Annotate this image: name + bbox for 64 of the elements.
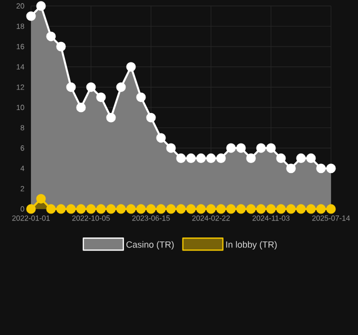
point: [96, 92, 106, 102]
point: [176, 204, 186, 214]
point: [316, 164, 326, 174]
point: [286, 164, 296, 174]
point: [126, 62, 136, 72]
point: [216, 153, 226, 164]
legend-label: In lobby (TR): [226, 241, 277, 250]
point: [286, 204, 296, 214]
point: [206, 204, 216, 214]
point: [136, 204, 146, 214]
point: [36, 194, 46, 204]
point: [86, 204, 96, 214]
point: [226, 143, 236, 153]
legend-label: Casino (TR): [126, 241, 174, 250]
point: [196, 204, 206, 214]
point: [86, 82, 96, 92]
point: [126, 204, 136, 214]
point: [266, 204, 276, 214]
point: [306, 204, 316, 214]
point: [56, 42, 66, 52]
point: [256, 204, 266, 214]
point: [116, 82, 126, 92]
point: [296, 204, 306, 214]
point: [96, 204, 106, 214]
point: [246, 153, 256, 164]
point: [306, 153, 316, 164]
point: [26, 11, 36, 21]
point: [316, 204, 326, 214]
point: [166, 143, 176, 153]
point: [236, 204, 246, 214]
point: [296, 153, 306, 164]
point: [176, 153, 186, 164]
point: [236, 143, 246, 153]
point: [136, 92, 146, 102]
point: [106, 204, 116, 214]
point: [186, 204, 196, 214]
point: [166, 204, 176, 214]
point: [106, 112, 116, 122]
point: [76, 102, 86, 112]
point: [276, 204, 286, 214]
point: [146, 112, 156, 122]
point: [186, 153, 196, 164]
point: [146, 204, 156, 214]
point: [116, 204, 126, 214]
point: [66, 204, 76, 214]
point: [326, 164, 336, 174]
point: [276, 153, 286, 164]
point: [26, 204, 36, 214]
point: [46, 32, 56, 42]
point: [56, 204, 66, 214]
point: [206, 153, 216, 164]
point: [246, 204, 256, 214]
point: [156, 133, 166, 143]
point: [196, 153, 206, 164]
point: [66, 82, 76, 92]
point: [36, 1, 46, 11]
point: [156, 204, 166, 214]
point: [226, 204, 236, 214]
point: [326, 204, 336, 214]
point: [266, 143, 276, 153]
point: [46, 204, 56, 214]
point: [76, 204, 86, 214]
point: [216, 204, 226, 214]
point: [256, 143, 266, 153]
